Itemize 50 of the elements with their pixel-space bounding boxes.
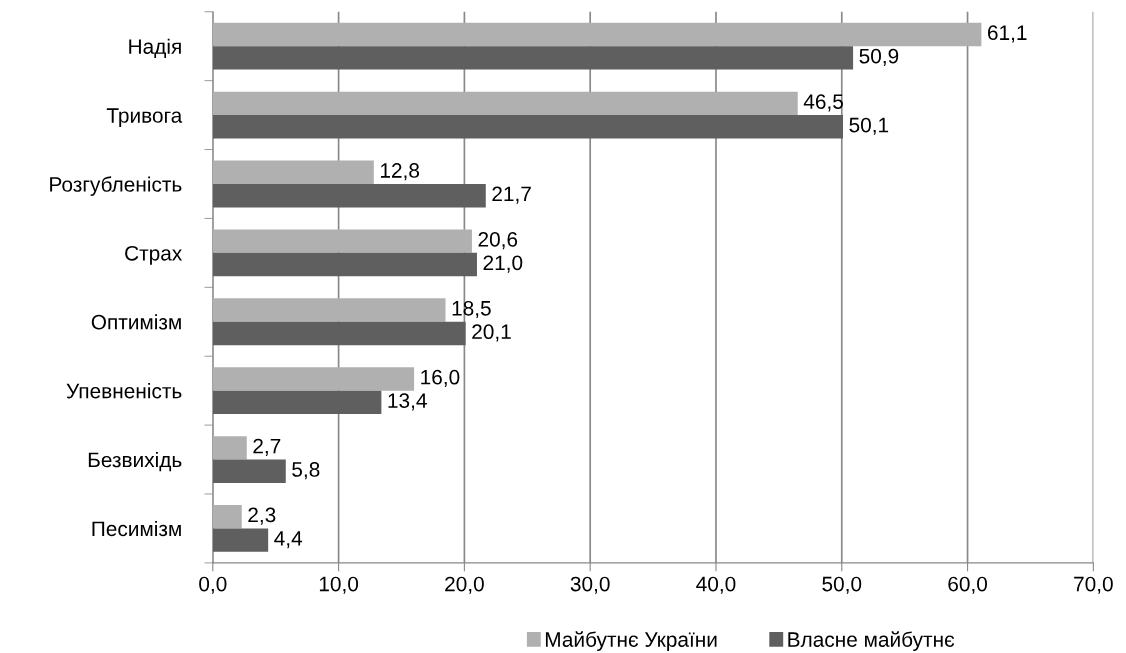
data-label: 5,8 — [292, 462, 320, 480]
bar — [212, 505, 242, 529]
data-label: 13,4 — [388, 393, 427, 411]
data-label: 2,3 — [248, 507, 276, 525]
data-label: 2,7 — [253, 438, 281, 456]
bar — [212, 528, 269, 552]
data-label: 4,4 — [274, 531, 303, 549]
x-tick-label: 10,0 — [319, 576, 359, 594]
bar — [212, 183, 486, 208]
x-tick-label: 40,0 — [696, 576, 736, 594]
y-tick-label: Страх — [125, 245, 183, 265]
bar — [212, 390, 382, 415]
data-label: 12,8 — [380, 163, 420, 181]
x-tick-label: 60,0 — [948, 576, 988, 594]
y-tick-label: Розгубленість — [50, 176, 182, 196]
data-label: 61,1 — [988, 25, 1027, 43]
data-label: 21,7 — [492, 186, 531, 204]
data-label: 20,6 — [478, 232, 518, 250]
bar — [212, 160, 374, 184]
data-label: 46,5 — [803, 94, 843, 112]
legend-label: Майбутнє України — [545, 631, 717, 652]
y-tick-label: Тривога — [106, 108, 183, 127]
x-tick-label: 50,0 — [822, 576, 862, 594]
data-label: 50,1 — [849, 117, 889, 135]
bar — [212, 321, 466, 346]
y-tick-label: Песимізм — [92, 520, 181, 537]
data-label: 20,1 — [472, 324, 511, 342]
y-tick-label: Оптимізм — [91, 314, 181, 330]
bar — [212, 22, 982, 47]
x-tick-label: 70,0 — [1074, 576, 1113, 594]
bar — [212, 367, 415, 391]
x-tick-label: 0,0 — [199, 576, 227, 594]
y-tick-label: Надія — [129, 38, 181, 58]
bar — [212, 115, 844, 139]
legend-label: Власне майбутнє — [788, 631, 955, 652]
y-tick-label: Упевненість — [66, 383, 182, 399]
bar — [212, 436, 247, 460]
x-tick-label: 30,0 — [570, 576, 610, 594]
bar — [212, 46, 854, 70]
bar — [212, 459, 286, 483]
bar — [212, 252, 477, 277]
bar — [212, 229, 472, 253]
y-tick-label: Безвихідь — [88, 452, 182, 472]
data-label: 18,5 — [452, 300, 491, 319]
data-label: 16,0 — [421, 369, 460, 387]
bar — [212, 298, 446, 322]
bar — [212, 91, 798, 116]
data-label: 21,0 — [483, 255, 523, 273]
data-label: 50,9 — [859, 48, 899, 66]
x-tick-label: 20,0 — [445, 576, 484, 594]
